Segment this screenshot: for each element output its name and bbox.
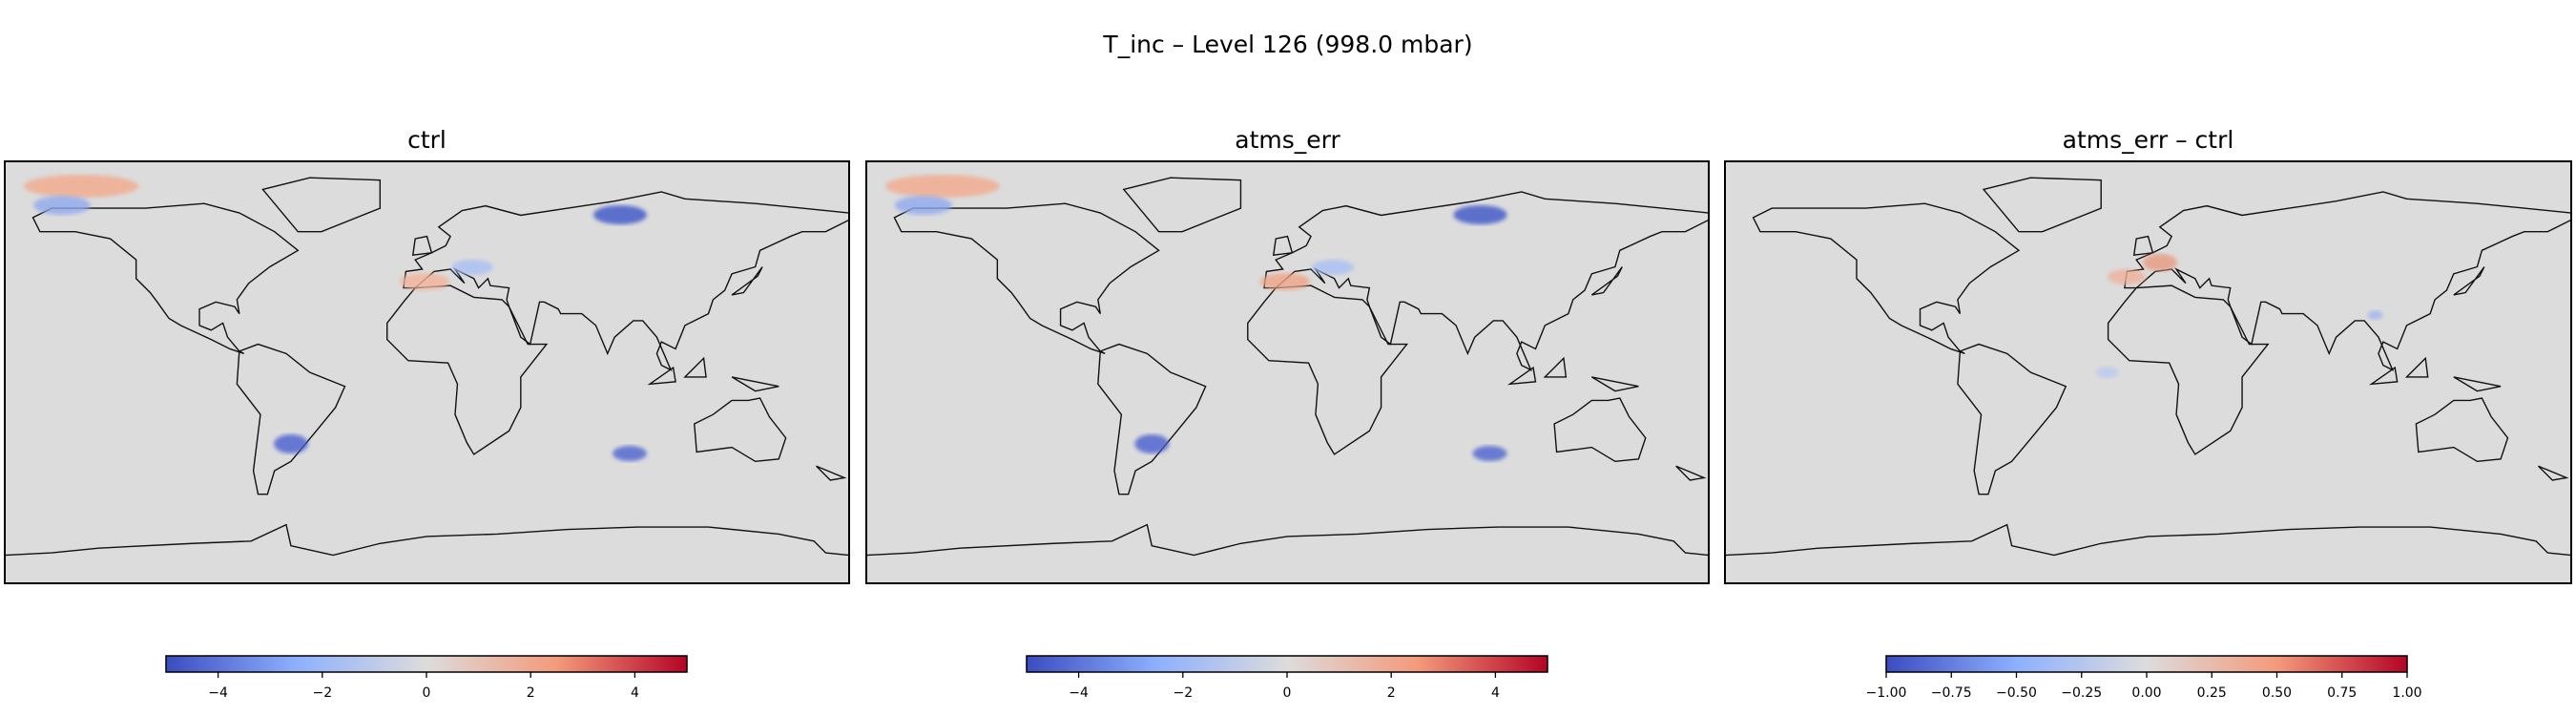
figure-title: T_inc – Level 126 (998.0 mbar) (1102, 31, 1472, 58)
colorbar-tick-label: −1.00 (1866, 685, 1907, 701)
map (5, 161, 849, 583)
colorbar-tick-label: 2 (527, 685, 535, 701)
anomaly (613, 446, 647, 461)
colorbar-tick-label: 2 (1387, 685, 1396, 701)
panel-title: ctrl (407, 126, 447, 154)
map (1725, 161, 2571, 583)
map (866, 161, 1709, 583)
anomaly (1453, 205, 1507, 224)
anomaly (24, 175, 138, 198)
anomaly (2367, 310, 2383, 320)
map-frame (1724, 160, 2572, 584)
colorbar (165, 655, 688, 673)
colorbar-tick-label: 0 (423, 685, 431, 701)
colorbar-tick-label: −0.75 (1931, 685, 1972, 701)
colorbar-tick-label: −0.25 (2061, 685, 2102, 701)
colorbar-tick-label: −0.50 (1996, 685, 2037, 701)
colorbar-tick-label: −4 (1069, 685, 1089, 701)
panel-title: atms_err (1235, 126, 1340, 154)
anomaly (593, 205, 647, 224)
anomaly (1260, 273, 1311, 290)
colorbar (1026, 655, 1548, 673)
colorbar-tick-label: 0 (1283, 685, 1292, 701)
anomaly (400, 273, 449, 290)
anomaly (884, 175, 1000, 198)
anomaly (1311, 260, 1354, 275)
anomaly (1472, 446, 1507, 461)
colorbar-tick-label: 4 (631, 685, 639, 701)
colorbar-tick-label: 0.25 (2197, 685, 2227, 701)
colorbar (1885, 655, 2408, 673)
colorbar-tick-label: 4 (1491, 685, 1500, 701)
colorbar-tick-label: −2 (312, 685, 332, 701)
anomaly (274, 434, 308, 453)
map-frame (865, 160, 1710, 584)
colorbar-tick-label: 0.00 (2131, 685, 2161, 701)
map-frame (4, 160, 850, 584)
anomaly (1134, 434, 1170, 453)
anomaly (2143, 254, 2178, 271)
colorbar-tick-label: 0.75 (2327, 685, 2357, 701)
anomaly (451, 260, 493, 275)
colorbar-tick-label: −4 (208, 685, 228, 701)
colorbar-tick-label: 0.50 (2262, 685, 2292, 701)
anomaly (2107, 269, 2146, 284)
colorbar-tick-label: 1.00 (2392, 685, 2421, 701)
anomaly (2095, 367, 2119, 378)
colorbar-tick-label: −2 (1173, 685, 1193, 701)
anomaly (894, 196, 952, 215)
anomaly (33, 196, 91, 215)
panel-title: atms_err – ctrl (2063, 126, 2234, 154)
